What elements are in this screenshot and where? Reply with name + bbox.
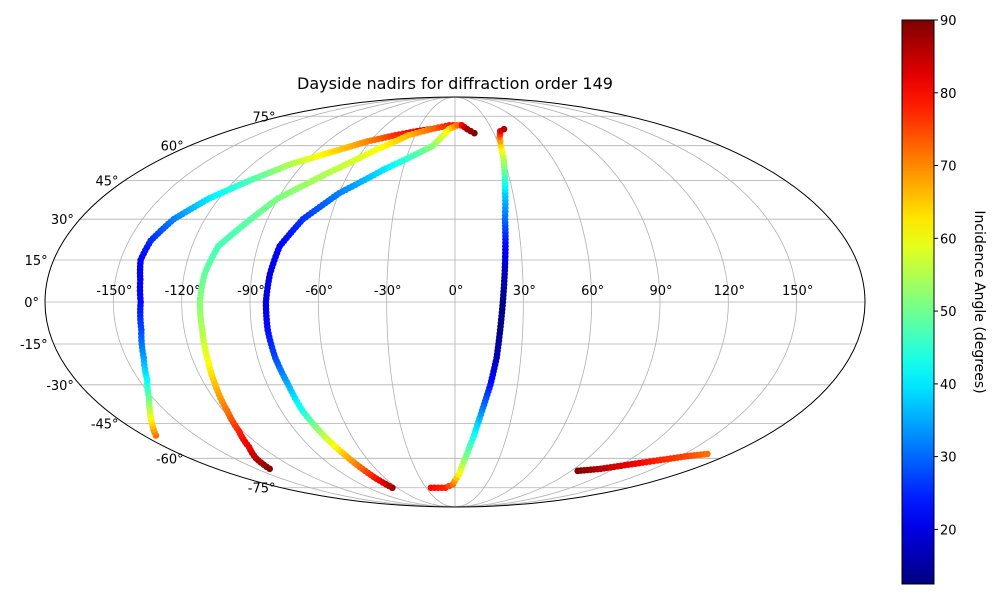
colorbar-gradient [901, 19, 935, 585]
x-tick-label: -150° [96, 284, 132, 299]
x-tick-label: -60° [305, 284, 333, 299]
y-tick-label: 75° [252, 110, 275, 125]
colorbar-ticks: 20 30 40 50 60 70 80 90 [934, 14, 957, 538]
y-tick-label: -60° [156, 452, 184, 467]
grid-lines [45, 97, 865, 507]
colorbar-tick-label: 30 [940, 451, 957, 466]
y-tick-label: 0° [24, 296, 39, 311]
y-tick-label: 15° [25, 254, 48, 269]
x-tick-label: 120° [714, 284, 745, 299]
nadir-track-4 [427, 125, 509, 492]
data-point [471, 129, 478, 137]
meridian-gridline [386, 97, 456, 507]
data-point [454, 122, 461, 129]
colorbar-tick-label: 40 [940, 378, 957, 393]
data-points [136, 122, 711, 492]
x-tick-label: 150° [782, 284, 813, 299]
tick-labels: -150° -120° -90° -60° -30° 0° 30° 60° 90° 120° 150… [20, 110, 813, 496]
x-tick-label: -30° [374, 284, 402, 299]
map-boundary [44, 96, 866, 508]
data-point [500, 125, 508, 133]
colorbar-tick-label: 60 [940, 232, 957, 247]
meridian-gridline [454, 97, 661, 507]
colorbar-tick-label: 20 [940, 523, 957, 538]
y-tick-label: 45° [96, 175, 119, 190]
colorbar-tick-label: 50 [940, 305, 957, 320]
y-tick-label: -75° [248, 482, 276, 497]
y-tick-label: -30° [46, 379, 74, 394]
nadir-track-3 [262, 122, 478, 492]
nadir-track-1 [136, 125, 434, 439]
meridian-gridline [317, 97, 456, 507]
x-tick-label: 0° [449, 284, 464, 299]
colorbar-tick-label: 80 [940, 87, 957, 102]
y-tick-label: -15° [20, 338, 48, 353]
chart-title: Dayside nadirs for diffraction order 149 [297, 74, 613, 93]
data-point [704, 450, 711, 458]
colorbar-tick-label: 90 [940, 14, 957, 29]
x-tick-label: -90° [237, 284, 265, 299]
x-tick-label: 60° [581, 284, 604, 299]
colorbar: 20 30 40 50 60 70 80 90 Incidence Angle (degree… [901, 14, 987, 585]
y-tick-label: 60° [161, 140, 184, 155]
nadir-track-5 [574, 450, 711, 475]
meridian-gridline [181, 97, 456, 507]
y-tick-label: -45° [91, 417, 119, 432]
meridian-gridline [454, 97, 729, 507]
x-tick-label: 90° [649, 284, 672, 299]
colorbar-tick-label: 70 [940, 160, 957, 175]
x-tick-label: 30° [513, 284, 536, 299]
colorbar-label: Incidence Angle (degrees) [971, 210, 987, 393]
meridian-gridline [112, 97, 456, 507]
meridian-gridline [454, 97, 593, 507]
meridian-gridline [249, 97, 456, 507]
y-tick-label: 30° [51, 213, 74, 228]
x-tick-label: -120° [165, 284, 201, 299]
